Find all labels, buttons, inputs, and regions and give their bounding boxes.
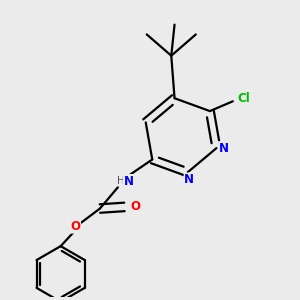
Text: N: N xyxy=(219,142,229,154)
Text: N: N xyxy=(123,175,134,188)
Text: O: O xyxy=(130,200,140,213)
Text: Cl: Cl xyxy=(237,92,250,104)
Text: H: H xyxy=(117,176,125,186)
Text: O: O xyxy=(70,220,80,233)
Text: N: N xyxy=(184,173,194,186)
